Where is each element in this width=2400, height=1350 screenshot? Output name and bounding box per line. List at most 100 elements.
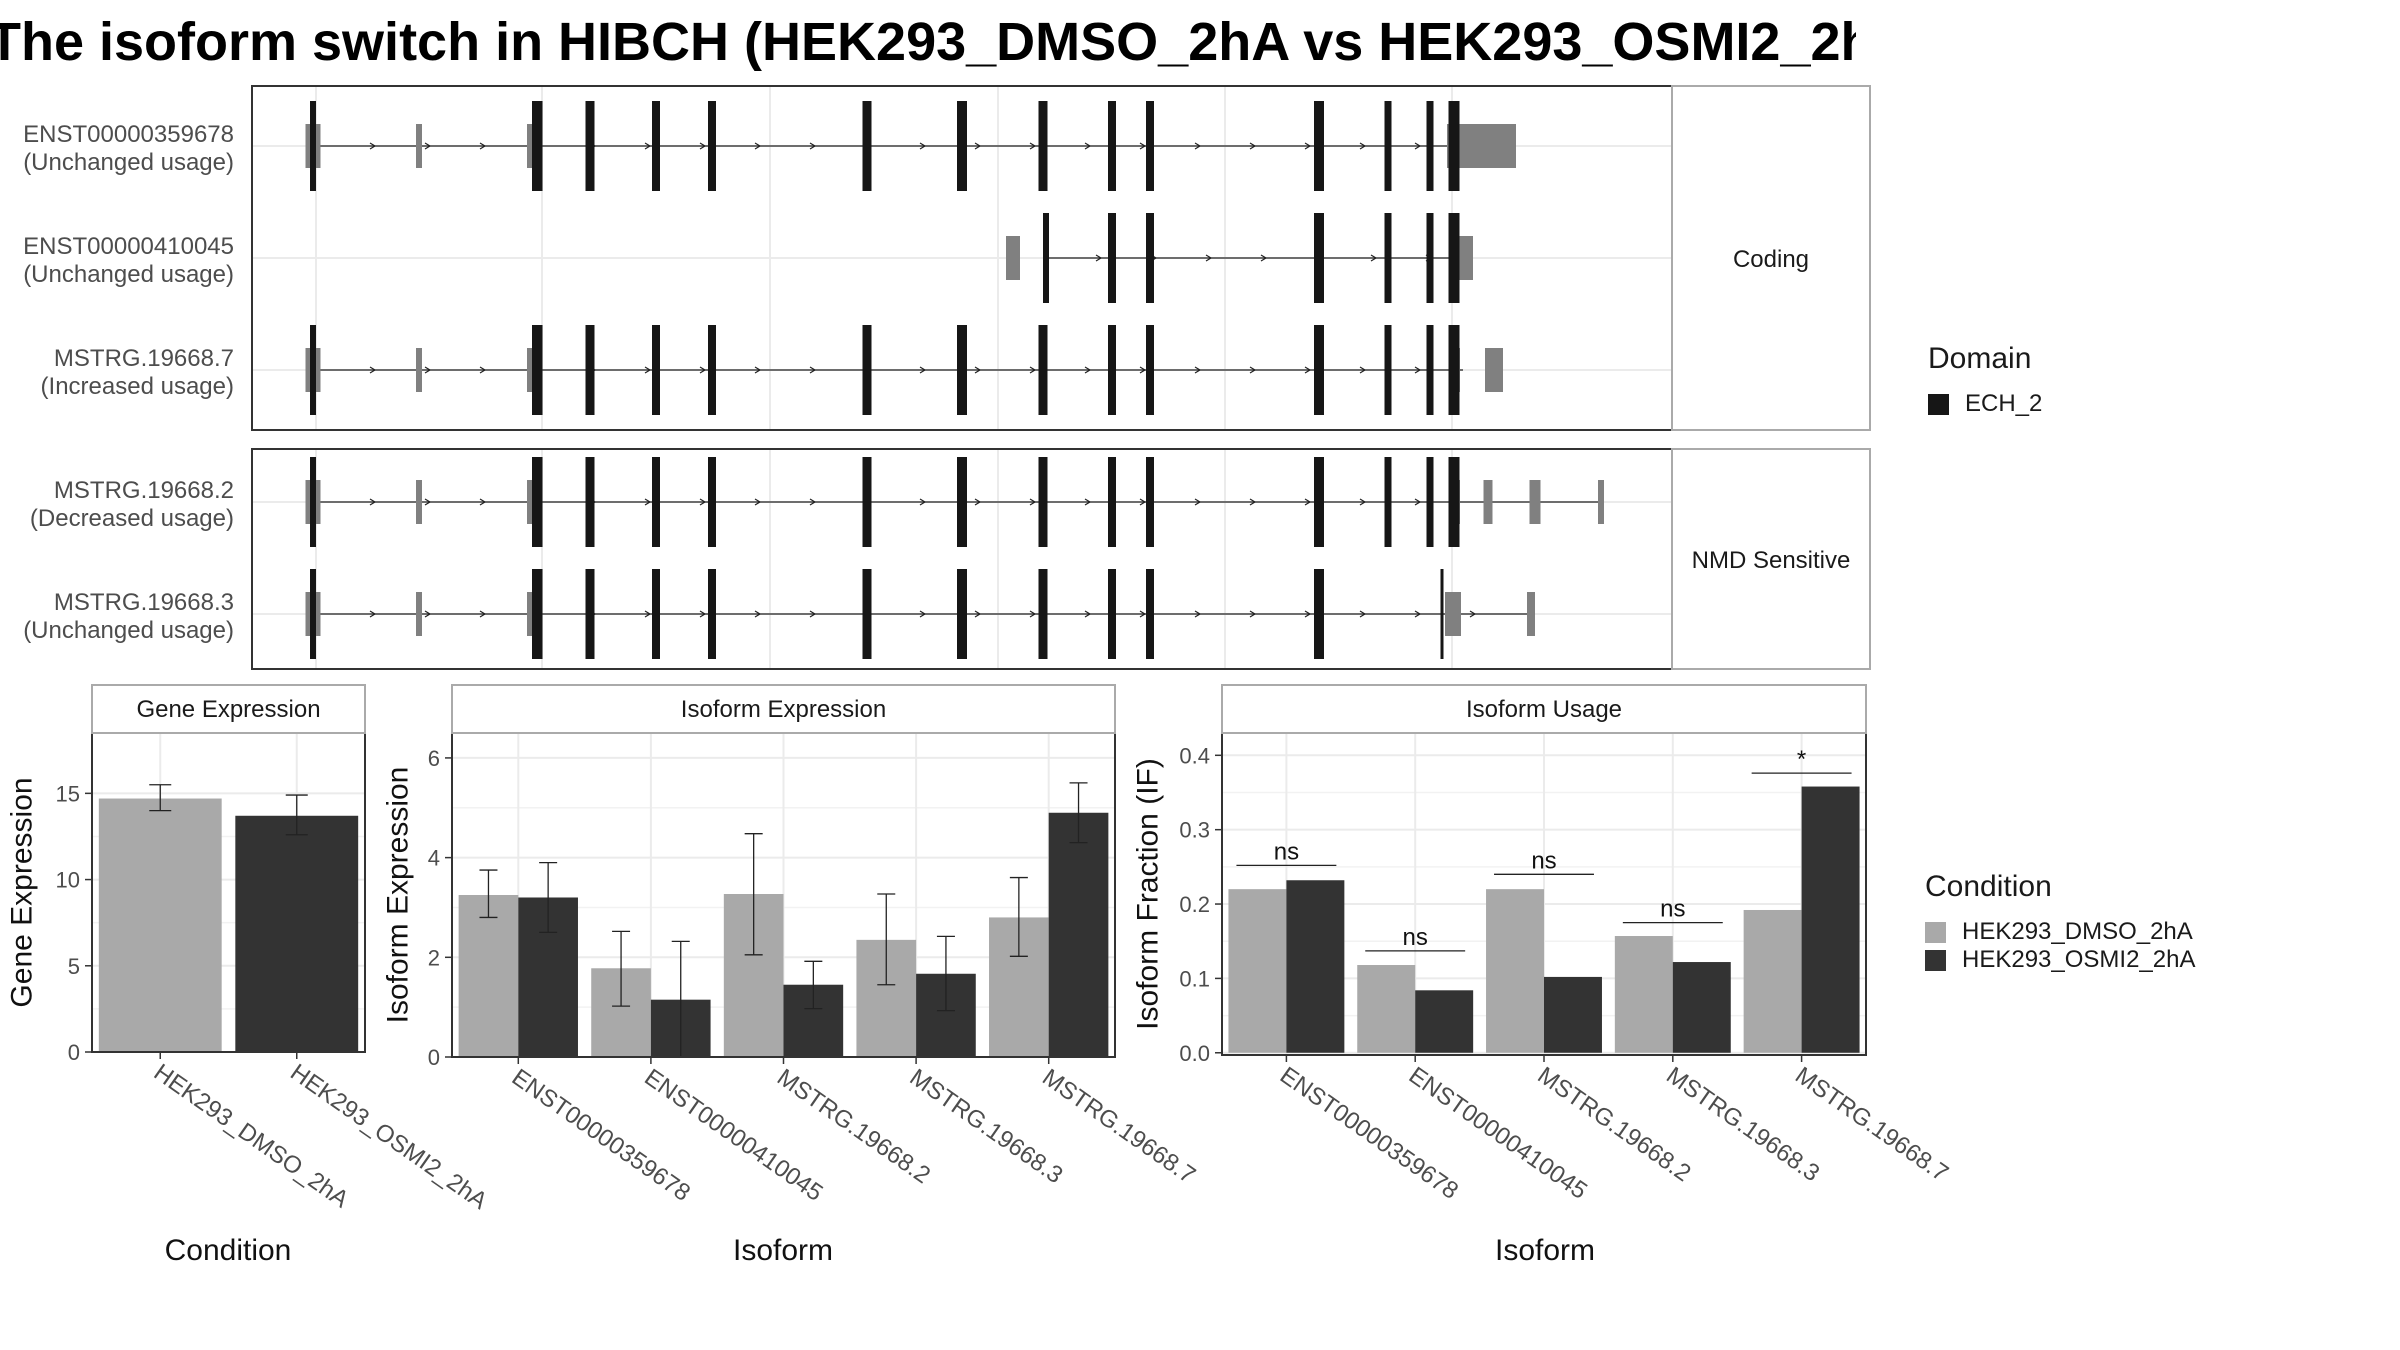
coding-exon <box>1038 569 1048 659</box>
direction-arrow <box>919 366 927 374</box>
direction-arrow <box>1194 498 1202 506</box>
significance-label: ns <box>1531 847 1556 874</box>
bar <box>1672 962 1731 1053</box>
bar <box>1544 976 1602 1053</box>
bar <box>1486 889 1544 1053</box>
coding-exon <box>1146 213 1154 303</box>
coding-exon <box>1314 325 1324 415</box>
coding-exon <box>1426 213 1434 303</box>
direction-arrow <box>1194 366 1202 374</box>
utr-block <box>1457 236 1473 280</box>
direction-arrow <box>809 610 817 618</box>
chart-title: The isoform switch in HIBCH (HEK293_DMSO… <box>0 12 1856 72</box>
coding-exon <box>585 101 595 191</box>
coding-exon <box>1146 101 1154 191</box>
direction-arrow <box>754 498 762 506</box>
bar <box>1286 880 1345 1053</box>
coding-exon <box>1448 213 1460 303</box>
coding-exon <box>862 457 872 547</box>
y-axis-title: Isoform Expression <box>382 767 415 1024</box>
domain-legend-title: Domain <box>1928 342 2032 375</box>
isoform-usage-label: (Unchanged usage) <box>23 149 234 176</box>
direction-arrow <box>424 366 432 374</box>
utr-block <box>416 348 422 392</box>
coding-exon <box>1108 569 1116 659</box>
direction-arrow <box>1359 498 1367 506</box>
y-tick-label: 0.0 <box>1179 1041 1210 1066</box>
coding-exon <box>1108 457 1116 547</box>
facet-strip <box>451 684 1116 734</box>
direction-arrow <box>754 366 762 374</box>
isoform-label: ENST00000359678 <box>23 121 234 148</box>
direction-arrow <box>1359 366 1367 374</box>
utr-block <box>1456 124 1516 168</box>
x-axis-title: Isoform <box>733 1234 833 1267</box>
significance-label: ns <box>1274 838 1299 865</box>
transcript-structure-panel: ENST00000359678(Unchanged usage)ENST0000… <box>23 85 1871 670</box>
domain-legend-item: ECH_2 <box>1928 390 2042 418</box>
direction-arrow <box>424 610 432 618</box>
direction-arrow <box>809 498 817 506</box>
y-axis-title: Gene Expression <box>6 777 39 1007</box>
facet-strip-label: Gene Expression <box>136 696 320 723</box>
x-axis-title: Isoform <box>1495 1234 1595 1267</box>
y-tick-label: 0.4 <box>1179 743 1210 768</box>
direction-arrow <box>1304 366 1312 374</box>
direction-arrow <box>974 142 982 150</box>
direction-arrow <box>919 142 927 150</box>
direction-arrow <box>974 366 982 374</box>
condition-legend-label-2: HEK293_OSMI2_2hA <box>1962 946 2196 973</box>
significance-label: * <box>1797 746 1806 773</box>
coding-exon <box>1448 457 1460 547</box>
utr-block <box>1485 348 1503 392</box>
coding-exon <box>1108 101 1116 191</box>
y-tick-label: 0 <box>68 1040 80 1065</box>
condition-legend: Condition HEK293_DMSO_2hA HEK293_OSMI2_2… <box>1925 870 2195 974</box>
direction-arrow <box>1029 142 1037 150</box>
isoform-label: MSTRG.19668.3 <box>54 589 234 616</box>
direction-arrow <box>369 498 377 506</box>
bar <box>1415 990 1474 1053</box>
domain-legend: Domain ECH_2 <box>1928 342 2042 418</box>
direction-arrow <box>644 366 652 374</box>
direction-arrow <box>644 610 652 618</box>
bar <box>1743 909 1802 1053</box>
bar <box>1614 936 1673 1053</box>
utr-block <box>1527 592 1535 636</box>
coding-exon <box>1384 213 1392 303</box>
isoform-label: MSTRG.19668.7 <box>54 345 234 372</box>
utr-block <box>1006 236 1020 280</box>
direction-arrow <box>1139 498 1147 506</box>
direction-arrow <box>1304 142 1312 150</box>
isoform-usage-label: (Unchanged usage) <box>23 617 234 644</box>
coding-exon <box>652 569 660 659</box>
direction-arrow <box>1029 366 1037 374</box>
isoform-label: ENST00000410045 <box>23 233 234 260</box>
direction-arrow <box>1414 610 1422 618</box>
coding-exon <box>1038 325 1048 415</box>
y-tick-label: 0.1 <box>1179 966 1210 991</box>
coding-exon <box>708 457 716 547</box>
direction-arrow <box>1139 366 1147 374</box>
utr-block <box>1529 480 1541 524</box>
facet-strip-label: Isoform Usage <box>1466 696 1622 723</box>
facet-strip-label: Isoform Expression <box>681 696 886 723</box>
direction-arrow <box>1194 610 1202 618</box>
coding-exon <box>1314 213 1324 303</box>
coding-exon <box>1108 325 1116 415</box>
y-tick-label: 15 <box>56 781 80 806</box>
direction-arrow <box>1260 254 1268 262</box>
coding-exon <box>1314 101 1324 191</box>
direction-arrow <box>644 142 652 150</box>
bar <box>1801 786 1860 1053</box>
coding-exon <box>957 457 967 547</box>
direction-arrow <box>369 610 377 618</box>
condition-legend-item: HEK293_DMSO_2hA <box>1925 918 2195 946</box>
coding-exon <box>1448 101 1460 191</box>
y-tick-label: 5 <box>68 954 80 979</box>
coding-exon <box>1426 101 1434 191</box>
coding-exon <box>585 569 595 659</box>
coding-exon <box>862 325 872 415</box>
utr-block <box>416 592 422 636</box>
